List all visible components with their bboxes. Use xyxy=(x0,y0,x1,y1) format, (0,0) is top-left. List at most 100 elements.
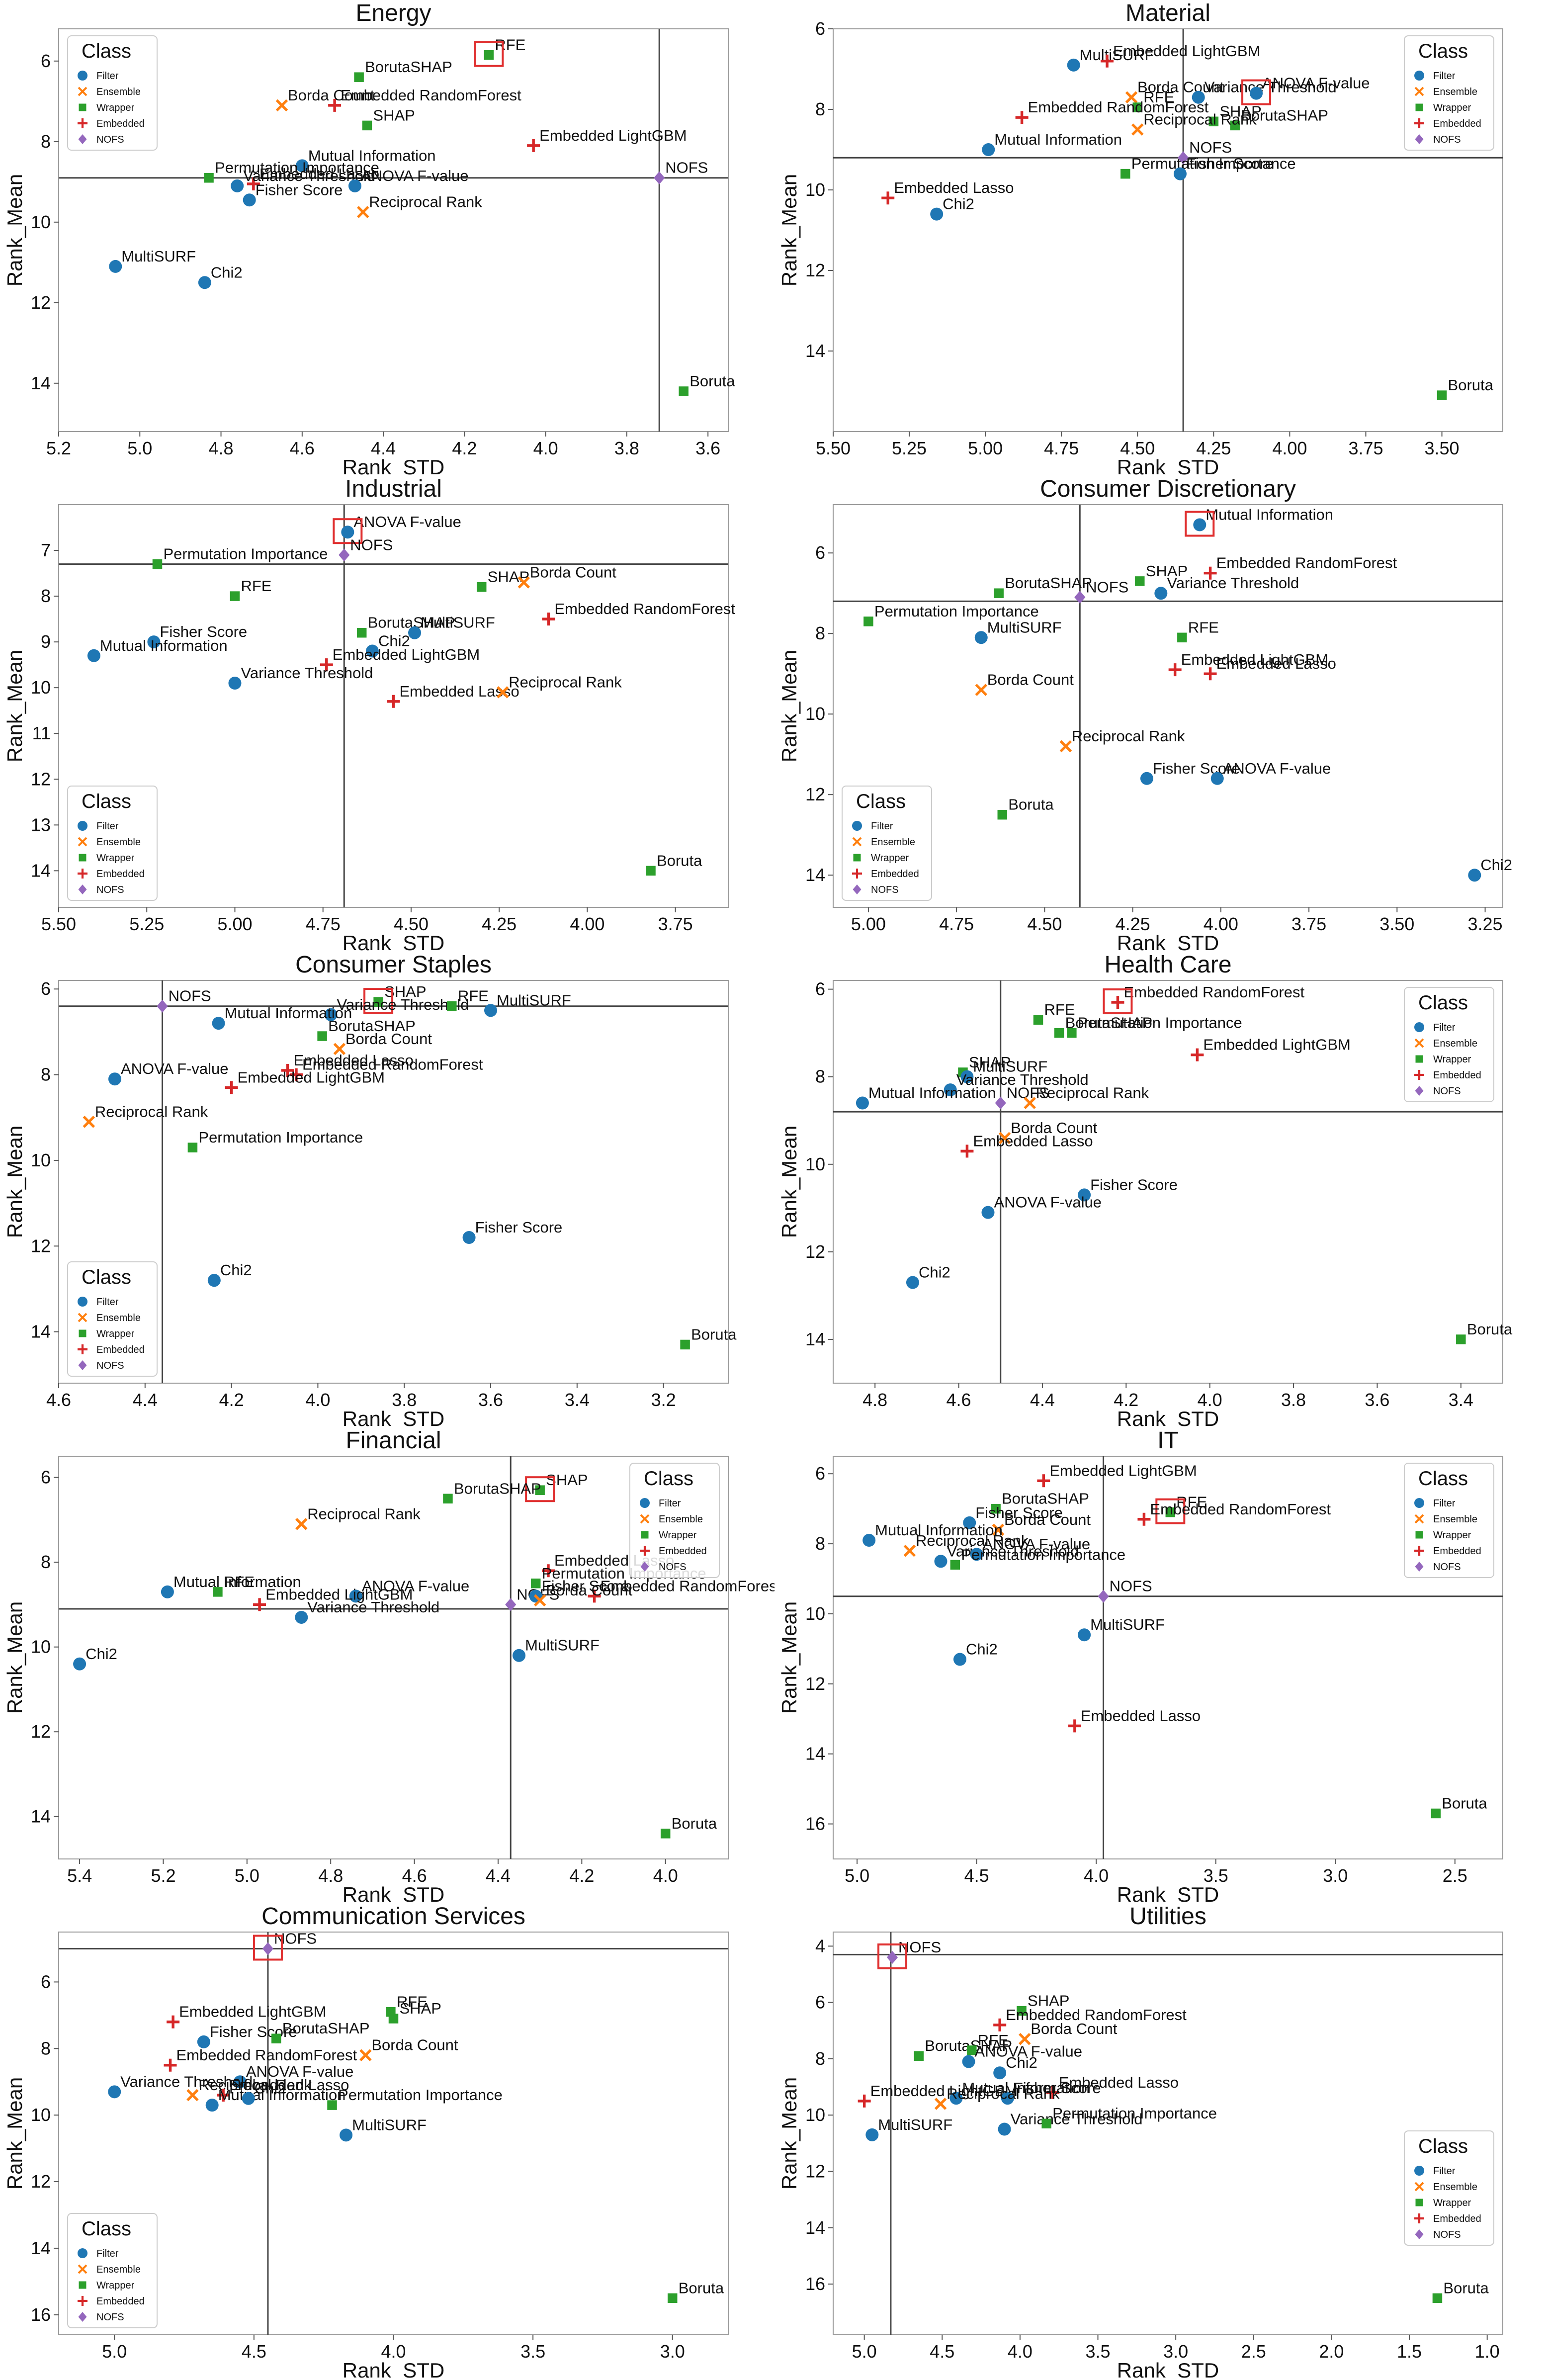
legend-item-label: Ensemble xyxy=(871,837,915,848)
point-embedded-lasso xyxy=(387,695,400,708)
legend-marker-embedded xyxy=(78,869,87,879)
x-tick-label: 3.75 xyxy=(1291,914,1326,934)
legend-item-label: NOFS xyxy=(871,884,899,895)
y-tick-label: 7 xyxy=(41,540,51,560)
legend-marker-ensemble xyxy=(78,87,87,96)
point-label: Fisher Score xyxy=(1186,155,1274,173)
point-mutual-information xyxy=(1193,518,1206,531)
point-label: Mutual Information xyxy=(875,1521,1003,1539)
y-tick-label: 10 xyxy=(805,1603,825,1624)
x-tick-label: 5.50 xyxy=(41,914,76,934)
point-label: Chi2 xyxy=(211,264,243,281)
point-fisher-score xyxy=(963,1516,976,1529)
scatter-plot: Financial 5.4 5.2 5.0 4.8 4.6 4.4 4.2 4.0 6 8 10 12 1… xyxy=(3,1427,774,1903)
point-anova-f-value xyxy=(962,2055,975,2068)
highlight-box xyxy=(1155,1498,1186,1524)
point-reciprocal-rank xyxy=(83,1116,95,1128)
point-label: Embedded LightGBM xyxy=(1113,42,1260,60)
legend-marker-wrapper xyxy=(79,2281,86,2289)
point-label: NOFS xyxy=(665,159,708,176)
y-tick-label: 16 xyxy=(805,1814,825,1834)
y-tick-label: 6 xyxy=(815,1463,825,1484)
point-mutual-information xyxy=(205,2099,219,2112)
legend-item-label: Ensemble xyxy=(1433,1514,1477,1525)
point-multisurf xyxy=(484,1004,498,1017)
point-fisher-score xyxy=(147,635,161,649)
legend-marker-ensemble xyxy=(78,1313,87,1322)
point-label: BorutaSHAP xyxy=(1002,1490,1089,1507)
y-tick-label: 6 xyxy=(815,18,825,39)
point-permutation-importance xyxy=(863,617,873,626)
plot-frame xyxy=(833,980,1503,1384)
chart-panel-utilities: Utilities 5.0 4.5 4.0 3.5 3.0 2.5 2.0 1.5 1.0 4 6 8 1… xyxy=(774,1903,1549,2379)
point-variance-threshold xyxy=(998,2122,1011,2136)
legend-box xyxy=(1404,1463,1494,1578)
legend-item-label: Filter xyxy=(659,1498,681,1509)
point-nofs xyxy=(1074,591,1086,604)
legend: Class Filter Ensemble Wrapper Embedded NOFS xyxy=(629,1463,720,1578)
point-label: Chi2 xyxy=(1480,856,1512,874)
x-axis-label: Rank_STD xyxy=(343,455,444,476)
legend-marker-embedded xyxy=(78,118,87,128)
point-rfe xyxy=(1177,632,1187,643)
legend-title: Class xyxy=(82,791,131,812)
point-shap xyxy=(388,2014,399,2024)
x-tick-label: 4.6 xyxy=(46,1390,71,1410)
legend-marker-ensemble xyxy=(852,837,862,847)
point-multisurf xyxy=(408,626,422,639)
point-multisurf xyxy=(960,1070,974,1083)
point-label: Mutual Information xyxy=(868,1084,996,1102)
point-reciprocal-rank xyxy=(357,206,369,218)
chart-panel-consumer-staples: Consumer Staples 4.6 4.4 4.2 4.0 3.8 3.6 3.4 3.2… xyxy=(0,952,774,1427)
x-tick-label: 3.2 xyxy=(651,1390,676,1410)
point-mutual-information xyxy=(856,1096,869,1110)
y-tick-label: 6 xyxy=(41,1467,51,1488)
y-axis-label: Rank_Mean xyxy=(3,1601,26,1714)
chart-panel-financial: Financial 5.4 5.2 5.0 4.8 4.6 4.4 4.2 4.0 6 8 10 12 1… xyxy=(0,1427,774,1903)
point-label: MultiSURF xyxy=(497,991,571,1009)
legend-marker-filter xyxy=(1414,1498,1424,1508)
scatter-plot: Consumer Discretionary 5.00 4.75 4.50 4.25 4.… xyxy=(777,476,1512,952)
point-nofs xyxy=(886,1950,898,1964)
highlight-box xyxy=(525,1476,555,1502)
point-borda-count xyxy=(975,684,987,696)
y-tick-label: 8 xyxy=(815,2048,825,2069)
y-tick-label: 9 xyxy=(41,631,51,652)
y-tick-label: 12 xyxy=(31,769,51,789)
x-tick-label: 4.00 xyxy=(1204,914,1238,934)
point-variance-threshold xyxy=(944,1083,957,1097)
point-borutashap xyxy=(317,1031,327,1041)
y-tick-label: 8 xyxy=(41,586,51,606)
legend-marker-ensemble xyxy=(1414,87,1424,96)
legend-item-label: NOFS xyxy=(1433,1086,1461,1097)
y-tick-label: 10 xyxy=(805,704,825,724)
y-tick-label: 16 xyxy=(805,2274,825,2294)
point-label: BorutaSHAP xyxy=(454,1480,541,1497)
x-tick-label: 3.5 xyxy=(1204,1865,1228,1886)
legend-item-label: Ensemble xyxy=(1433,87,1477,97)
point-mutual-information xyxy=(212,1017,225,1030)
y-axis-label: Rank_Mean xyxy=(3,2077,26,2190)
point-anova-f-value xyxy=(348,179,361,192)
point-rfe xyxy=(1033,1015,1043,1025)
legend-item-label: Embedded xyxy=(1433,1070,1481,1081)
x-tick-label: 4.0 xyxy=(1084,1865,1109,1886)
point-shap xyxy=(1017,2006,1027,2016)
chart-title: Communication Services xyxy=(261,1903,525,1930)
point-label: Chi2 xyxy=(255,2080,286,2097)
point-label: Boruta xyxy=(679,2279,724,2296)
y-tick-label: 14 xyxy=(805,1329,825,1349)
legend-box xyxy=(1404,987,1494,1102)
point-fisher-score xyxy=(462,1231,476,1244)
point-boruta xyxy=(1431,1808,1441,1819)
point-boruta xyxy=(668,2293,678,2303)
legend-marker-nofs xyxy=(1415,1562,1424,1572)
point-rfe xyxy=(447,1001,457,1011)
point-anova-f-value xyxy=(108,1072,121,1086)
point-label: BorutaSHAP xyxy=(328,1017,416,1035)
y-tick-label: 13 xyxy=(31,814,51,835)
legend-marker-nofs xyxy=(853,884,861,894)
point-boruta xyxy=(1432,2293,1443,2303)
